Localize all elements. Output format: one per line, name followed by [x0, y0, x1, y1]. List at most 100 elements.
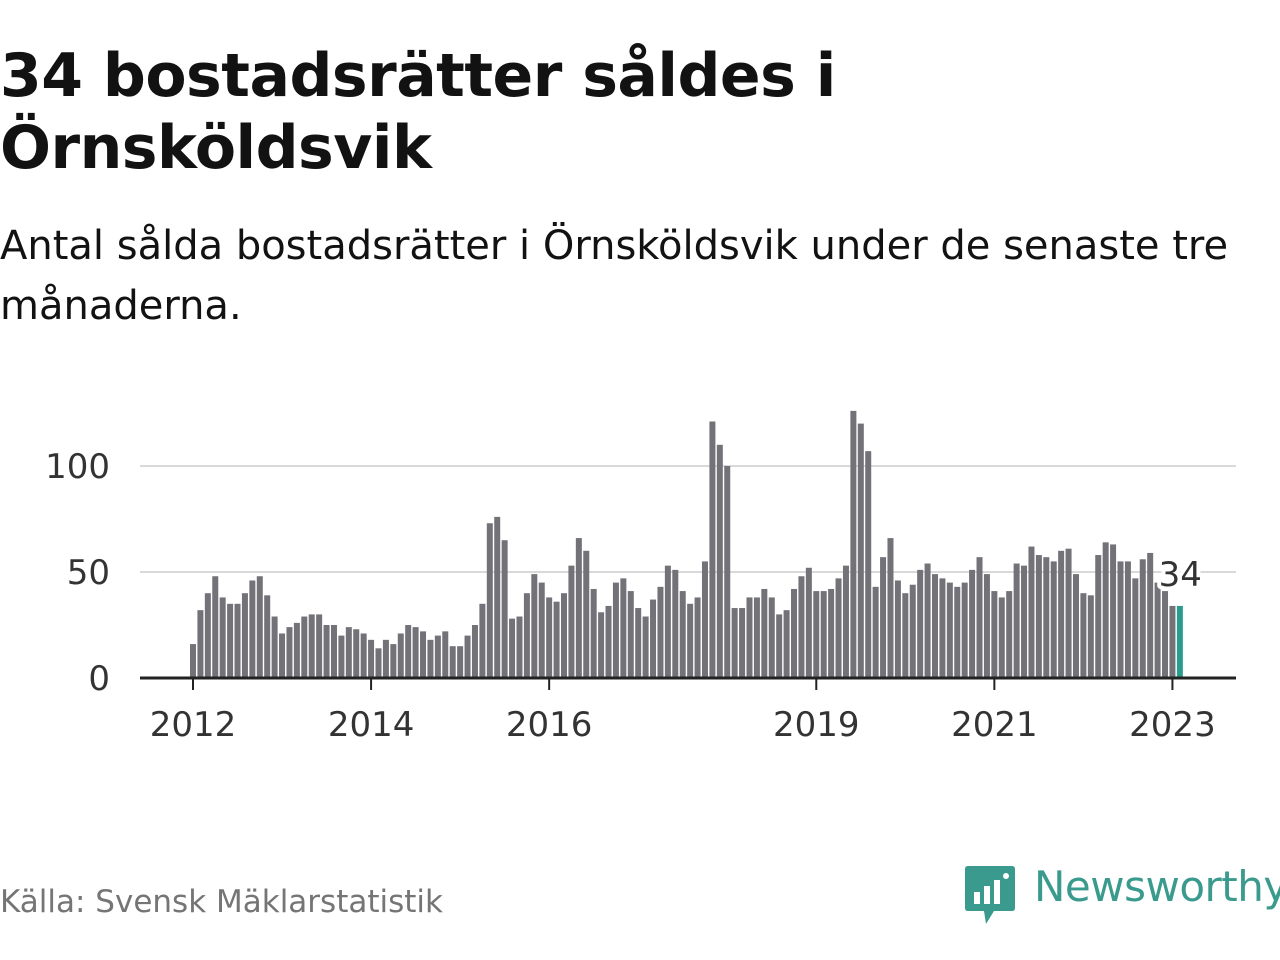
bar [857, 423, 864, 678]
bar [664, 565, 671, 678]
bar [776, 614, 783, 678]
bar [390, 644, 397, 678]
bar [420, 631, 427, 678]
bar [605, 605, 612, 678]
bar [961, 582, 968, 678]
bar [1147, 552, 1154, 678]
x-tick-label: 2019 [773, 705, 860, 745]
bar [516, 616, 523, 678]
x-tick-label: 2021 [951, 705, 1038, 745]
x-tick-label: 2012 [150, 705, 237, 745]
bar [976, 557, 983, 678]
bar [865, 451, 872, 678]
bar [909, 584, 916, 678]
bar [190, 644, 196, 678]
bar [405, 625, 412, 678]
bar [471, 625, 478, 678]
bar [583, 550, 590, 678]
bar [219, 597, 226, 678]
bar [739, 608, 746, 678]
bar [672, 569, 679, 678]
bar [954, 586, 961, 678]
bar [894, 580, 901, 678]
bar [612, 582, 619, 678]
bar-chart: 0 50 100 2012 2014 2016 2019 2021 2023 34 [45, 410, 1236, 745]
bar [464, 635, 471, 678]
bar [434, 635, 441, 678]
bar [657, 586, 664, 678]
bar [1035, 555, 1042, 678]
bar [286, 627, 293, 678]
bar [271, 616, 278, 678]
bar [368, 639, 375, 678]
bar [842, 565, 849, 678]
bar [1102, 542, 1109, 678]
latest-value-label: 34 [1159, 555, 1202, 595]
bar [575, 538, 582, 678]
bar [768, 597, 775, 678]
bar [241, 593, 248, 678]
bar [650, 599, 657, 678]
bar [197, 610, 204, 678]
bar [264, 595, 271, 678]
bar [701, 561, 708, 678]
x-tick-label: 2016 [506, 705, 593, 745]
x-tick-label: 2014 [328, 705, 415, 745]
bar [1058, 550, 1065, 678]
bar [1095, 555, 1102, 678]
bar [360, 633, 367, 678]
bar [353, 629, 360, 678]
bar [479, 603, 486, 678]
bar-latest [1176, 605, 1183, 678]
bar [642, 616, 649, 678]
bar [917, 569, 924, 678]
bar [998, 597, 1005, 678]
bars [190, 410, 1183, 678]
bar [553, 601, 560, 678]
bar [598, 612, 605, 678]
bar [427, 639, 434, 678]
bar [568, 565, 575, 678]
gridlines [140, 465, 1236, 573]
bar [546, 597, 553, 678]
bar [1139, 559, 1146, 678]
annotations: 34 [1155, 551, 1206, 599]
bar [457, 646, 464, 678]
bar [1169, 605, 1176, 678]
bar [538, 582, 545, 678]
bar [1050, 561, 1057, 678]
bar [412, 627, 419, 678]
bar [924, 563, 931, 678]
bar [991, 591, 998, 678]
bar [204, 593, 211, 678]
bar [590, 588, 597, 678]
bar [509, 618, 516, 678]
bar [746, 597, 753, 678]
bar [969, 569, 976, 678]
bar [234, 603, 241, 678]
bar [323, 625, 330, 678]
bar [791, 588, 798, 678]
bar [308, 614, 315, 678]
bar [1065, 548, 1072, 678]
bar [1013, 563, 1020, 678]
bar [1072, 574, 1079, 678]
bar [279, 633, 286, 678]
bar [442, 631, 449, 678]
bar [783, 610, 790, 678]
y-axis-labels: 0 50 100 [45, 447, 110, 699]
bar [761, 588, 768, 678]
bar [687, 603, 694, 678]
y-tick-label: 0 [88, 659, 110, 699]
bar [798, 576, 805, 678]
bar [449, 646, 456, 678]
bar [902, 593, 909, 678]
bar [872, 586, 879, 678]
bar [1124, 561, 1131, 678]
bar [561, 593, 567, 678]
y-tick-label: 100 [45, 447, 110, 487]
x-axis: 2012 2014 2016 2019 2021 2023 [140, 676, 1236, 745]
bar [345, 627, 352, 678]
bar [227, 603, 234, 678]
bar [212, 576, 219, 678]
